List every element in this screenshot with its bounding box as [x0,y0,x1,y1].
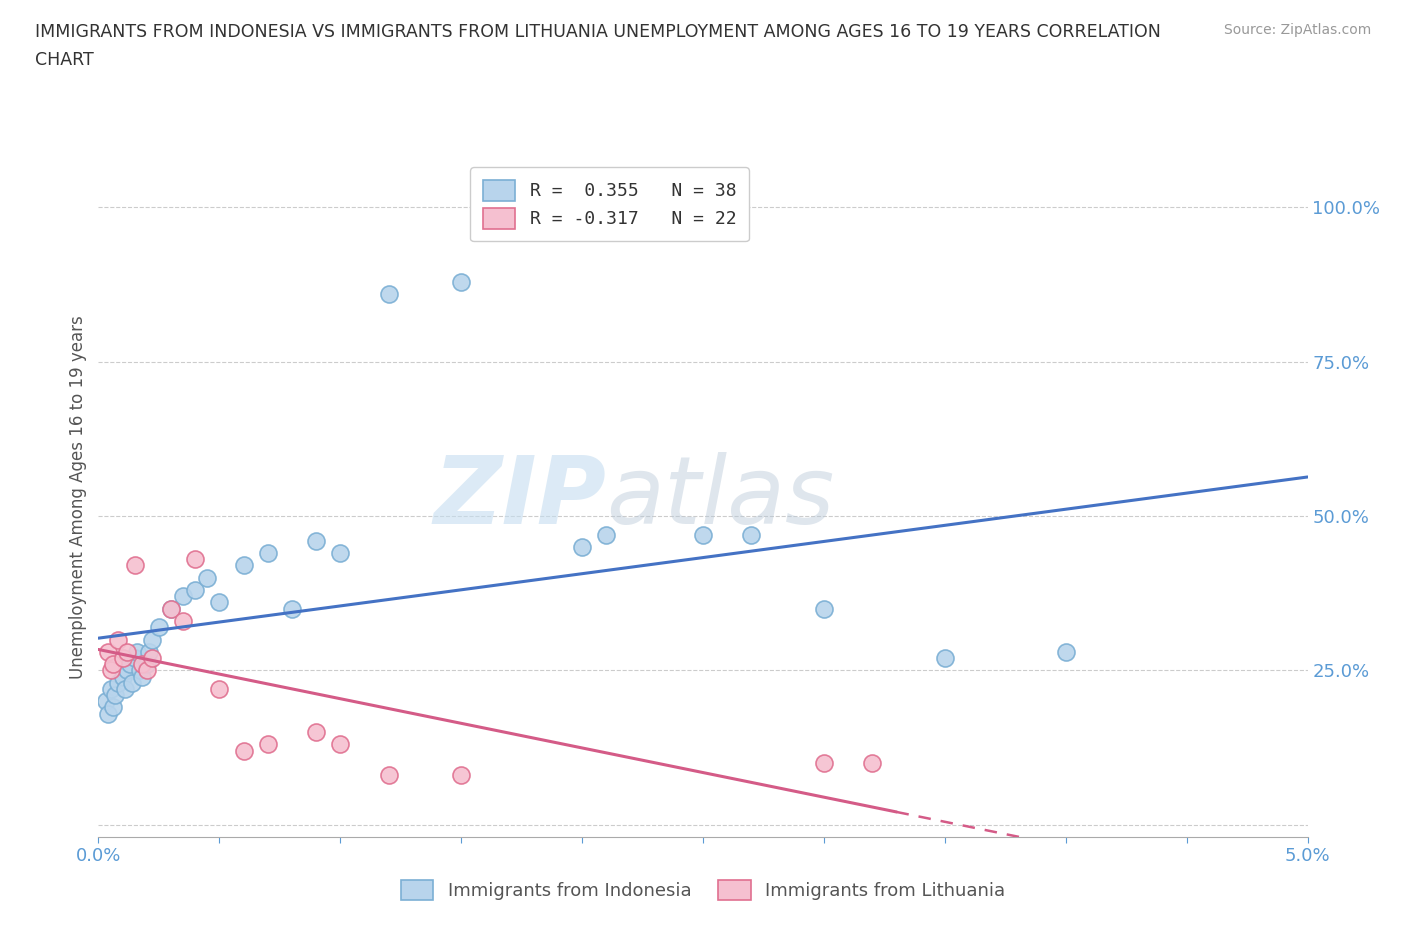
Point [160,601,183,616]
Point [450,274,472,289]
Point [195,570,218,585]
Text: IMMIGRANTS FROM INDONESIA VS IMMIGRANTS FROM LITHUANIA UNEMPLOYMENT AMONG AGES 1: IMMIGRANTS FROM INDONESIA VS IMMIGRANTS … [35,23,1161,41]
Point [111,669,134,684]
Point [141,651,163,666]
Point [148,619,170,634]
Point [100,682,122,697]
Point [135,657,157,671]
Point [329,737,352,751]
Point [256,546,278,561]
Point [232,743,254,758]
Point [377,768,399,783]
Point [94,694,117,709]
Point [104,687,127,702]
Point [131,669,153,684]
Point [305,533,328,548]
Point [97,706,120,721]
Point [160,601,183,616]
Point [107,632,129,647]
Point [135,663,157,678]
Point [329,546,352,561]
Text: atlas: atlas [606,452,835,543]
Point [131,657,153,671]
Point [184,551,207,566]
Point [117,663,139,678]
Point [121,675,143,690]
Point [813,601,835,616]
Point [127,644,149,659]
Point [138,644,160,659]
Point [934,651,956,666]
Text: Source: ZipAtlas.com: Source: ZipAtlas.com [1223,23,1371,37]
Point [208,595,231,610]
Point [118,657,141,671]
Text: CHART: CHART [35,51,94,69]
Y-axis label: Unemployment Among Ages 16 to 19 years: Unemployment Among Ages 16 to 19 years [69,315,87,680]
Point [571,539,593,554]
Point [208,682,231,697]
Point [232,558,254,573]
Point [377,286,399,301]
Point [101,700,124,715]
Point [172,614,194,629]
Point [305,724,328,739]
Point [97,644,120,659]
Text: ZIP: ZIP [433,452,606,543]
Point [101,657,124,671]
Point [860,755,883,770]
Point [124,651,146,666]
Point [124,558,146,573]
Point [111,651,134,666]
Point [740,527,762,542]
Point [692,527,714,542]
Point [114,682,136,697]
Point [184,583,207,598]
Point [281,601,304,616]
Point [450,768,472,783]
Point [813,755,835,770]
Legend: Immigrants from Indonesia, Immigrants from Lithuania: Immigrants from Indonesia, Immigrants fr… [392,870,1014,910]
Point [595,527,617,542]
Point [141,632,163,647]
Point [1054,644,1077,659]
Point [100,663,122,678]
Point [256,737,278,751]
Point [107,675,129,690]
Point [172,589,194,604]
Point [117,644,139,659]
Point [128,663,150,678]
